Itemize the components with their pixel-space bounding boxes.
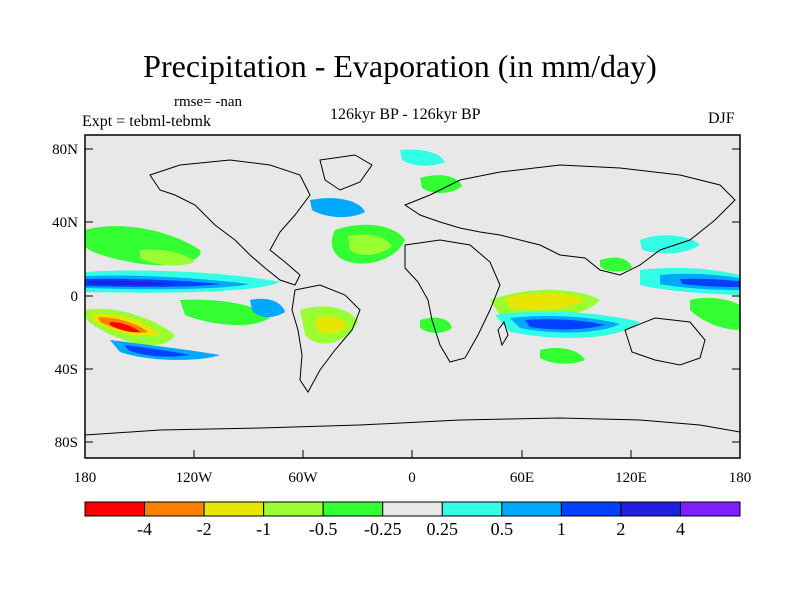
- rmse-label: rmse= -nan: [174, 94, 243, 110]
- x-tick-label: 60W: [288, 470, 318, 486]
- experiment-label: Expt = tebml-tebmk: [82, 113, 211, 130]
- y-tick-label: 0: [71, 289, 79, 305]
- season-label: DJF: [708, 110, 735, 127]
- colorbar-label: 0.25: [427, 519, 459, 539]
- colorbar-swatch: [144, 501, 205, 517]
- colorbar-label: -1: [256, 519, 271, 539]
- y-tick-label: 80N: [52, 142, 78, 158]
- y-tick-label: 40N: [52, 215, 78, 231]
- colorbar: -4 -2 -1 -0.5 -0.25 0.25 0.5 1 2 4: [84, 501, 741, 539]
- period-label: 126kyr BP - 126kyr BP: [330, 106, 481, 123]
- map-background: [85, 135, 740, 458]
- colorbar-label: -0.25: [364, 519, 402, 539]
- colorbar-swatch: [203, 501, 265, 517]
- map-title: Precipitation - Evaporation (in mm/day): [143, 48, 657, 84]
- colorbar-swatch: [382, 501, 443, 517]
- colorbar-label: 4: [676, 519, 685, 539]
- y-axis-ticks: [85, 148, 740, 443]
- x-tick-label: 120E: [615, 470, 647, 486]
- x-tick-label: 60E: [510, 470, 534, 486]
- colorbar-label: 2: [616, 519, 625, 539]
- colorbar-swatch: [501, 501, 562, 517]
- x-axis-ticks: [84, 450, 741, 458]
- x-tick-label: 0: [408, 470, 416, 486]
- colorbar-swatch: [84, 501, 146, 517]
- x-tick-label: 120W: [176, 470, 214, 486]
- colorbar-label: -4: [137, 519, 152, 539]
- colorbar-swatch: [679, 501, 741, 517]
- colorbar-swatch: [620, 501, 681, 517]
- y-tick-label: 80S: [55, 435, 78, 451]
- colorbar-swatch: [263, 501, 324, 517]
- colorbar-swatch: [560, 501, 622, 517]
- colorbar-swatch: [441, 501, 503, 517]
- contour-field: [85, 149, 740, 364]
- coastlines: [85, 154, 740, 436]
- colorbar-label: 1: [557, 519, 566, 539]
- colorbar-label: -0.5: [309, 519, 338, 539]
- x-tick-label: 180: [74, 470, 97, 486]
- y-tick-label: 40S: [55, 362, 78, 378]
- colorbar-label: -2: [197, 519, 212, 539]
- x-tick-label: 180: [729, 470, 752, 486]
- colorbar-swatch: [322, 501, 384, 517]
- colorbar-label: 0.5: [491, 519, 514, 539]
